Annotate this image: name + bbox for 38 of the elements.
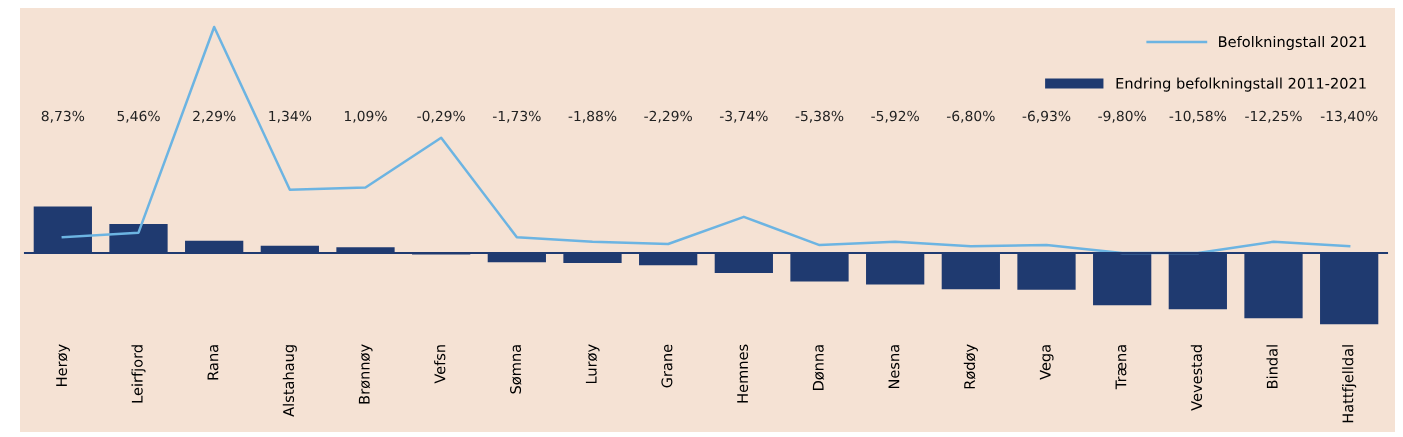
x-tick-label: Rødøy <box>963 344 978 389</box>
data-label: -6,93% <box>1022 110 1071 123</box>
data-label: -1,73% <box>492 110 541 123</box>
x-tick-label: Hattfjelldal <box>1342 345 1357 423</box>
data-label: -3,74% <box>719 110 768 123</box>
data-label: -5,92% <box>871 110 919 123</box>
data-label: -1,88% <box>568 110 617 123</box>
x-tick-label: Alstahaug <box>282 345 297 417</box>
data-label: -9,80% <box>1098 110 1146 123</box>
data-label: -13,40% <box>1320 110 1378 123</box>
x-tick-label: Bindal <box>1266 345 1278 388</box>
data-label: -0,29% <box>417 110 465 123</box>
x-tick-label: Grane <box>661 344 673 388</box>
legend-label: Befolkningstall 2021 <box>1219 35 1366 51</box>
x-tick-label: Vevestad <box>1190 345 1203 411</box>
data-label: -10,58% <box>1169 110 1227 123</box>
x-tick-label: Leirfjord <box>131 345 146 403</box>
x-tick-label: Dønna <box>812 345 825 391</box>
data-label: 1,09% <box>344 110 387 123</box>
x-tick-label: Træna <box>1115 345 1127 390</box>
data-label: -12,25% <box>1245 110 1302 123</box>
x-tick-label: Vefsn <box>434 345 446 384</box>
data-label: -2,29% <box>644 110 692 123</box>
data-label: 1,34% <box>269 110 312 123</box>
data-label: 5,46% <box>117 110 160 123</box>
data-label: 8,73% <box>41 110 85 123</box>
x-tick-label: Nesna <box>888 345 900 389</box>
x-tick-label: Lurøy <box>585 344 600 384</box>
x-tick-label: Hemnes <box>737 344 749 403</box>
x-tick-label: Herøy <box>56 344 70 386</box>
x-tick-label: Rana <box>207 345 219 380</box>
legend-label: Endring befolkningstall 2011-2021 <box>1116 77 1366 92</box>
data-label: -6,80% <box>946 110 995 123</box>
x-tick-label: Brønnøy <box>358 344 373 404</box>
x-tick-label: Vega <box>1039 345 1054 380</box>
data-label: -5,38% <box>795 110 844 123</box>
x-tick-label: Sømna <box>510 345 522 394</box>
data-label: 2,29% <box>193 110 236 123</box>
